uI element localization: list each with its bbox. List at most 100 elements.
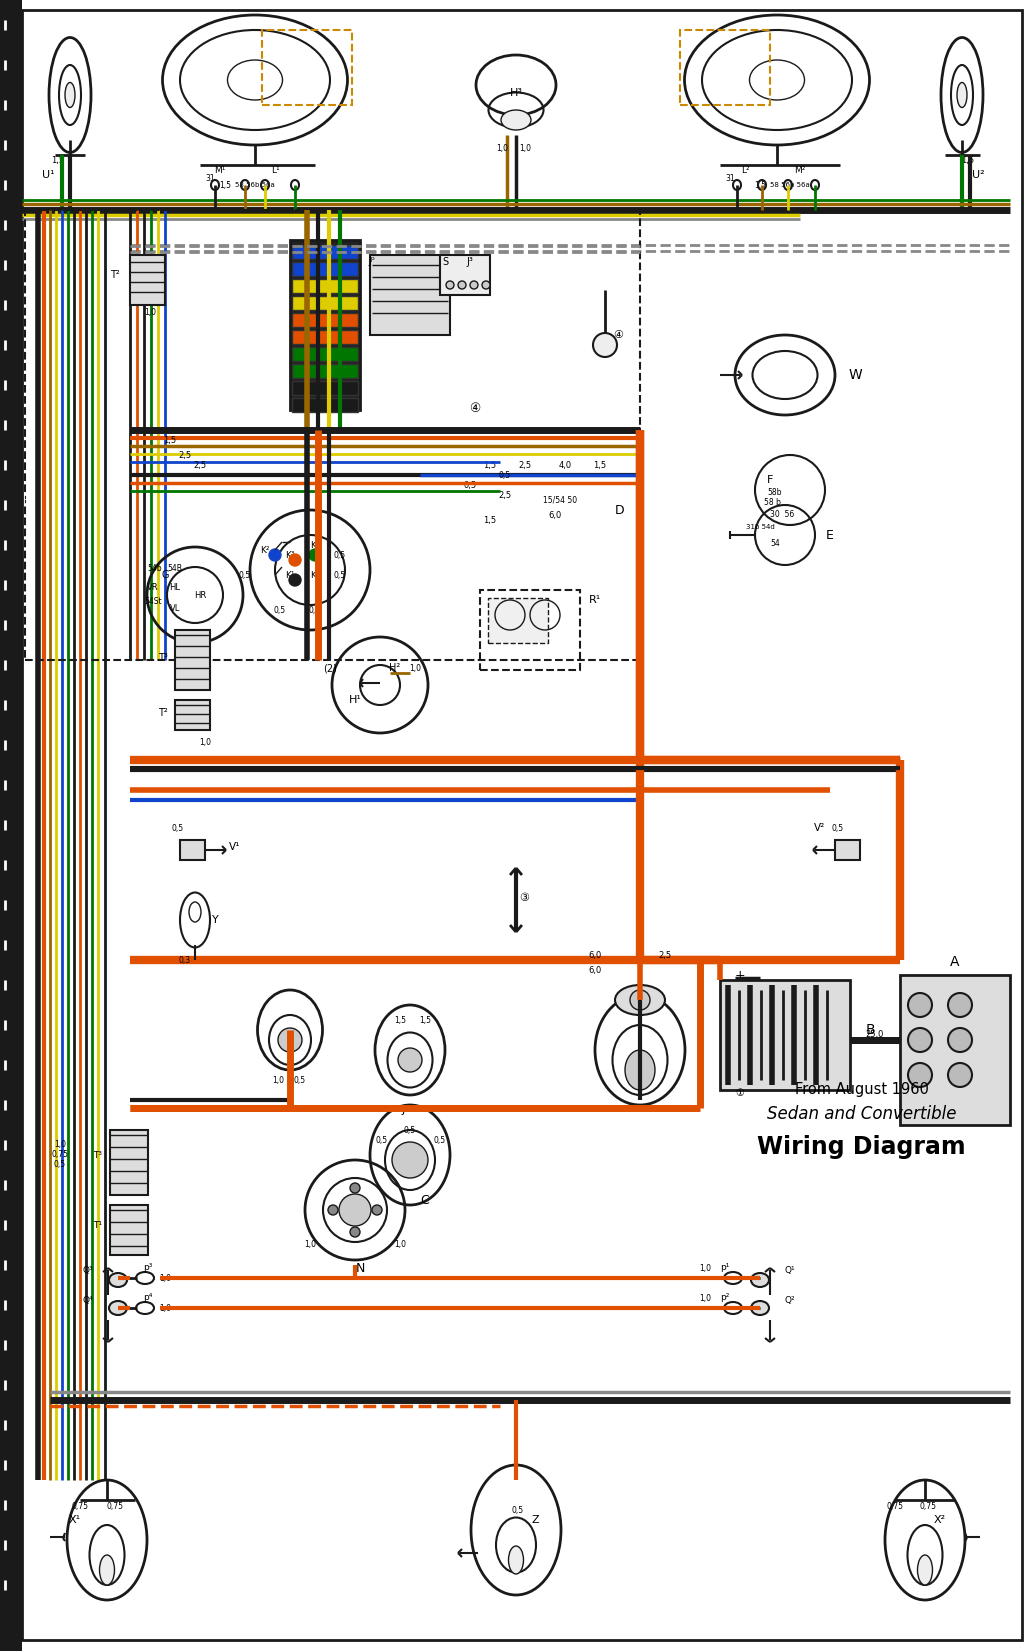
Text: 2,5: 2,5	[518, 461, 531, 469]
Text: 1,5: 1,5	[483, 515, 496, 525]
Text: ④: ④	[613, 330, 623, 340]
Text: J⁴: J⁴	[401, 1105, 409, 1114]
Circle shape	[350, 1184, 360, 1194]
Text: D: D	[615, 504, 624, 517]
Bar	[292, 279, 358, 292]
Text: 0,5: 0,5	[54, 1161, 66, 1169]
Bar	[292, 244, 358, 259]
Text: 1,5: 1,5	[419, 1015, 431, 1025]
Text: 31: 31	[205, 173, 215, 183]
Text: 58 b: 58 b	[764, 497, 780, 507]
Text: R¹: R¹	[589, 594, 601, 604]
Text: 54b: 54b	[148, 563, 162, 573]
Text: p¹: p¹	[720, 1263, 730, 1273]
Text: 1,0: 1,0	[144, 307, 156, 317]
Text: +: +	[735, 969, 745, 981]
Text: 58 56b 56a: 58 56b 56a	[770, 182, 810, 188]
Text: p⁴: p⁴	[143, 1293, 153, 1303]
Circle shape	[948, 1063, 972, 1086]
Bar	[680, 30, 770, 106]
Text: L²: L²	[741, 165, 749, 175]
Text: p³: p³	[143, 1263, 153, 1273]
Circle shape	[269, 550, 281, 561]
Text: (2): (2)	[323, 664, 336, 674]
Text: T³: T³	[158, 654, 168, 664]
Text: U²: U²	[972, 170, 985, 180]
Ellipse shape	[501, 111, 531, 130]
Text: 15/54 50: 15/54 50	[543, 495, 577, 505]
Circle shape	[398, 1048, 422, 1071]
Text: ③: ③	[519, 893, 529, 903]
Text: ①: ①	[736, 1088, 744, 1098]
Text: 0,75: 0,75	[886, 1501, 903, 1511]
Text: 0,5: 0,5	[273, 606, 286, 614]
Bar	[292, 314, 358, 327]
Bar	[0, 0, 22, 1651]
Text: 0,5: 0,5	[309, 606, 321, 614]
Bar	[292, 330, 358, 343]
Text: E: E	[826, 528, 834, 542]
Text: 25,0: 25,0	[866, 1030, 884, 1040]
Text: 0,5: 0,5	[239, 571, 251, 580]
Text: R²: R²	[23, 495, 33, 505]
Text: N: N	[355, 1261, 364, 1275]
Circle shape	[948, 1029, 972, 1052]
Text: Sedan and Convertible: Sedan and Convertible	[767, 1106, 957, 1123]
Text: 0,5: 0,5	[512, 1506, 524, 1514]
Text: 0,75: 0,75	[52, 1151, 68, 1159]
Text: Q⁴: Q⁴	[83, 1296, 93, 1304]
Text: Q²: Q²	[784, 1296, 796, 1304]
Text: C: C	[421, 1194, 429, 1207]
Bar	[488, 598, 548, 642]
Text: Q³: Q³	[83, 1266, 93, 1275]
Text: 6,0: 6,0	[588, 951, 602, 959]
Text: 58b: 58b	[768, 487, 782, 497]
Text: G: G	[161, 570, 169, 580]
Text: ④: ④	[470, 401, 481, 414]
Text: HR: HR	[194, 591, 206, 599]
Text: M²: M²	[795, 165, 806, 175]
Text: 31: 31	[725, 173, 735, 183]
Circle shape	[350, 1227, 360, 1237]
Text: 58 56b 56a: 58 56b 56a	[235, 182, 275, 188]
Text: 1,5: 1,5	[593, 461, 607, 469]
Text: L¹: L¹	[270, 165, 280, 175]
Text: 0,75: 0,75	[71, 1501, 89, 1511]
Bar	[180, 840, 205, 860]
Bar	[175, 631, 209, 690]
Bar	[440, 254, 490, 296]
Bar	[175, 700, 209, 730]
Text: 1,0: 1,0	[699, 1263, 711, 1273]
Text: 0,5: 0,5	[498, 471, 511, 479]
Text: 2,5: 2,5	[658, 951, 672, 959]
Text: K²: K²	[260, 545, 269, 555]
Ellipse shape	[65, 83, 75, 107]
Bar	[292, 398, 358, 413]
Text: K³: K³	[285, 550, 295, 560]
Ellipse shape	[751, 1301, 769, 1314]
Circle shape	[948, 992, 972, 1017]
Text: 1,0: 1,0	[304, 1240, 316, 1250]
Circle shape	[482, 281, 490, 289]
Text: T²: T²	[158, 708, 168, 718]
Ellipse shape	[917, 1555, 933, 1585]
Text: HL: HL	[169, 583, 181, 591]
Circle shape	[328, 1205, 338, 1215]
Text: 1,0: 1,0	[394, 1240, 406, 1250]
Bar	[25, 210, 640, 660]
Ellipse shape	[625, 1050, 655, 1090]
Bar	[835, 840, 860, 860]
Text: From August 1960: From August 1960	[795, 1081, 929, 1098]
Text: T³: T³	[94, 1151, 102, 1159]
Circle shape	[392, 1142, 428, 1179]
Text: 1,5: 1,5	[962, 155, 974, 165]
Circle shape	[630, 991, 650, 1010]
Text: 2,5: 2,5	[179, 451, 192, 459]
Text: 0,3: 0,3	[179, 956, 191, 964]
Text: A: A	[950, 954, 960, 969]
Circle shape	[289, 555, 301, 566]
Text: Wiring Diagram: Wiring Diagram	[757, 1136, 966, 1159]
Bar	[292, 381, 358, 395]
Text: 1,5: 1,5	[52, 155, 65, 165]
Ellipse shape	[751, 1273, 769, 1288]
